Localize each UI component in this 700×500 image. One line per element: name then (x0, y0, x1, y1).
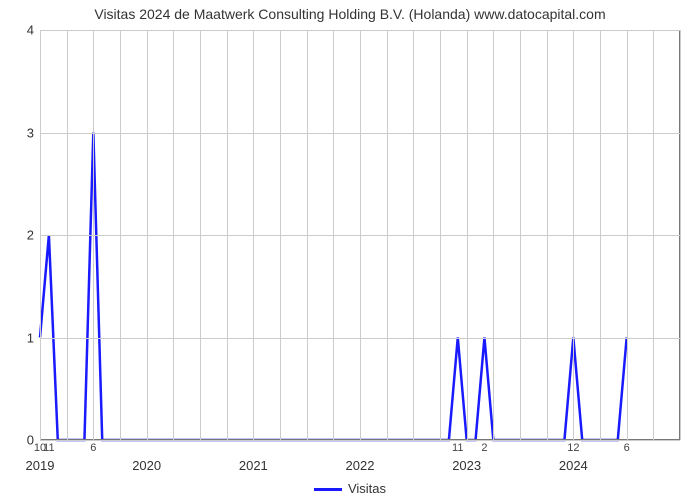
y-tick-label: 2 (27, 228, 34, 243)
x-month-label: 11 (452, 442, 463, 454)
x-month-label: 12 (567, 442, 579, 454)
x-year-label: 2021 (239, 458, 268, 473)
y-tick-label: 3 (27, 125, 34, 140)
gridline-horizontal (40, 133, 680, 134)
gridline-vertical (680, 30, 681, 440)
gridline-horizontal (40, 338, 680, 339)
x-month-label: 11 (43, 442, 54, 454)
y-tick-label: 4 (27, 23, 34, 38)
gridline-horizontal (40, 30, 680, 31)
legend-label: Visitas (348, 481, 386, 496)
x-year-label: 2023 (452, 458, 481, 473)
x-month-label: 2 (481, 442, 487, 454)
legend-swatch (314, 488, 342, 491)
x-month-label: 6 (624, 442, 630, 454)
chart-legend: Visitas (0, 481, 700, 496)
x-month-label: 6 (90, 442, 96, 454)
gridline-horizontal (40, 235, 680, 236)
y-tick-label: 1 (27, 330, 34, 345)
gridline-horizontal (40, 440, 680, 441)
chart-plot-area: 0123410116112126201920202021202220232024 (40, 30, 680, 440)
chart-title: Visitas 2024 de Maatwerk Consulting Hold… (0, 6, 700, 22)
x-year-label: 2020 (132, 458, 161, 473)
x-year-label: 2019 (26, 458, 55, 473)
x-year-label: 2022 (346, 458, 375, 473)
x-year-label: 2024 (559, 458, 588, 473)
